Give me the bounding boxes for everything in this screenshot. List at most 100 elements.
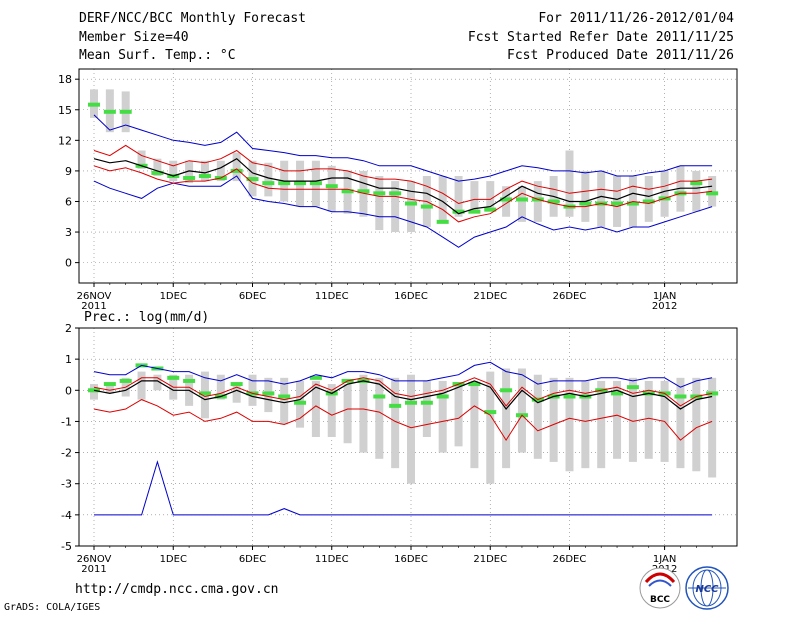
median-marker — [547, 199, 560, 204]
median-marker — [357, 189, 370, 194]
y-tick-label: 9 — [65, 165, 72, 178]
x-tick-label: 11DEC — [315, 291, 349, 302]
median-marker — [706, 191, 719, 196]
median-marker — [119, 378, 132, 383]
ensemble-box — [216, 160, 225, 182]
ensemble-box — [375, 176, 384, 231]
ensemble-box — [708, 176, 717, 207]
plot-frame — [78, 327, 738, 547]
x-tick-label: 1JAN — [653, 291, 676, 302]
ensemble-box — [200, 160, 209, 182]
x-tick-label: 26NOV — [77, 291, 112, 302]
median-marker — [500, 388, 513, 393]
median-marker — [611, 201, 624, 206]
median-marker — [246, 177, 259, 182]
y-tick-label: -5 — [61, 540, 72, 553]
y-tick-label: 18 — [58, 73, 72, 86]
median-marker — [294, 181, 307, 186]
produced-date: Fcst Produced Date 2011/11/26 — [507, 48, 734, 63]
member-size: Member Size=40 — [79, 30, 189, 45]
y-tick-label: 0 — [65, 257, 72, 270]
ncc-logo-text: NCC — [695, 584, 719, 595]
started-date: Fcst Started Refer Date 2011/11/25 — [467, 30, 734, 45]
median-marker — [674, 394, 687, 399]
ncc-logo: NCC — [685, 566, 729, 610]
ensemble-box — [676, 377, 685, 469]
plot-frame — [78, 68, 738, 284]
ensemble-box — [359, 374, 368, 453]
median-marker — [230, 382, 243, 387]
ensemble-box — [581, 170, 590, 222]
ensemble-box — [248, 374, 257, 406]
median-marker — [484, 410, 497, 415]
envelope-lower-line — [94, 460, 713, 516]
band-upper-line — [93, 144, 713, 205]
y-tick-label: 2 — [65, 322, 72, 335]
median-marker — [309, 375, 322, 380]
ensemble-mean-line — [93, 380, 713, 410]
x-tick-label: 21DEC — [473, 291, 507, 302]
median-marker — [262, 391, 275, 396]
ensemble-box — [502, 186, 511, 217]
median-marker — [436, 394, 449, 399]
ensemble-box — [153, 374, 162, 391]
median-marker — [262, 181, 275, 186]
y-tick-label: -4 — [61, 509, 72, 522]
x-tick-year: 2011 — [81, 301, 106, 312]
bcc-logo: BCC — [639, 567, 681, 609]
footer-url: http://cmdp.ncc.cma.gov.cn — [75, 582, 279, 597]
median-marker — [88, 388, 100, 393]
ensemble-box — [692, 170, 701, 212]
chart-title: DERF/NCC/BCC Monthly Forecast — [79, 11, 306, 26]
band-upper-line — [93, 377, 713, 407]
ensemble-box — [454, 176, 463, 217]
ensemble-box — [549, 377, 558, 462]
ensemble-box — [644, 380, 653, 459]
median-marker — [626, 201, 639, 206]
ensemble-box — [454, 384, 463, 447]
x-tick-label: 16DEC — [394, 291, 428, 302]
ensemble-box — [407, 374, 415, 484]
ensemble-box — [486, 181, 495, 212]
median-marker — [706, 391, 719, 396]
ensemble-box — [216, 374, 225, 400]
median-marker — [500, 197, 513, 202]
ensemble-box — [628, 377, 637, 462]
ensemble-box — [169, 160, 178, 182]
ensemble-box — [232, 152, 241, 182]
forecast-period: For 2011/11/26-2012/01/04 — [538, 11, 734, 26]
ensemble-box — [644, 176, 653, 222]
x-tick-label: 6DEC — [239, 554, 266, 565]
ensemble-box — [359, 170, 368, 217]
ensemble-box — [438, 380, 447, 453]
ensemble-box — [660, 170, 669, 217]
ensemble-box — [232, 384, 241, 403]
ensemble-box — [613, 380, 622, 459]
ensemble-box — [422, 380, 431, 437]
x-tick-year: 2011 — [81, 564, 106, 575]
ensemble-box — [470, 380, 479, 469]
median-marker — [88, 102, 100, 107]
median-marker — [278, 394, 291, 399]
ensemble-box — [517, 186, 526, 222]
y-tick-label: 6 — [65, 195, 72, 208]
median-marker — [420, 204, 433, 209]
band-lower-line — [93, 399, 713, 442]
median-marker — [341, 189, 354, 194]
x-tick-label: 1DEC — [160, 554, 187, 565]
median-marker — [373, 191, 386, 196]
y-tick-label: 12 — [58, 134, 72, 147]
y-tick-label: -1 — [61, 415, 72, 428]
median-marker — [294, 400, 307, 405]
envelope-upper-line — [93, 114, 713, 182]
median-marker — [405, 400, 417, 405]
median-marker — [389, 403, 402, 408]
x-tick-label: 21DEC — [473, 554, 507, 565]
median-marker — [420, 400, 433, 405]
x-tick-label: 16DEC — [394, 554, 428, 565]
ensemble-box — [438, 176, 447, 222]
y-tick-label: 3 — [65, 226, 72, 239]
median-marker — [468, 382, 481, 387]
